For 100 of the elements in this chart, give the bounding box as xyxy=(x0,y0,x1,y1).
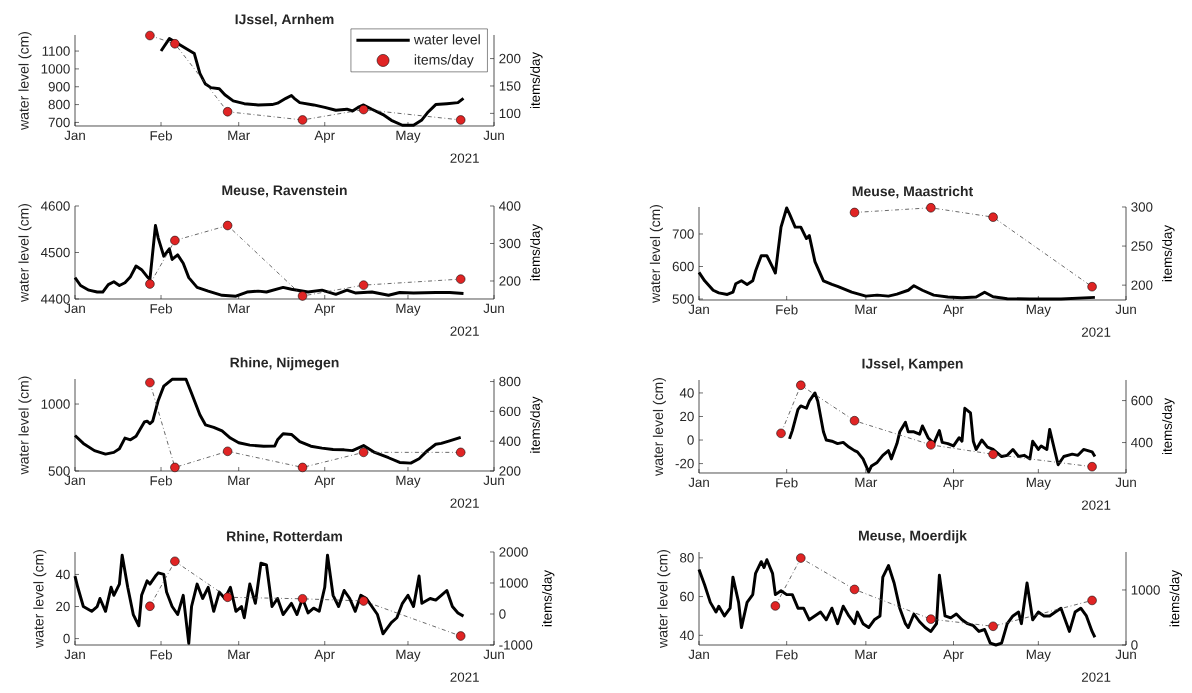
x-tick-label: Jan xyxy=(64,303,85,314)
point xyxy=(170,462,180,473)
x-tick-label: Mar xyxy=(228,475,250,486)
y2-tick-label: 300 xyxy=(1131,202,1153,212)
point xyxy=(145,30,155,41)
y2-tick-label: 0 xyxy=(1131,640,1138,650)
y-tick-label: 1100 xyxy=(42,46,70,56)
y-tick-label: 40 xyxy=(679,630,694,641)
chart-title: Meuse, Ravenstein xyxy=(222,184,347,198)
x-tick-label: Apr xyxy=(943,649,964,662)
x-tick-label: Feb xyxy=(150,130,172,141)
x-tick-label: Feb xyxy=(150,475,172,486)
y2-tick-label: 250 xyxy=(1131,241,1153,251)
x-tick-label: Jun xyxy=(483,130,504,140)
point xyxy=(358,447,369,458)
y2-tick-label: 150 xyxy=(499,81,521,91)
y-tick-label: 4500 xyxy=(40,247,70,258)
point xyxy=(776,428,786,438)
x-tick-label: May xyxy=(396,475,421,488)
x-tick-label: Apr xyxy=(314,130,335,143)
x-tick-label: May xyxy=(396,303,421,316)
y2-axis-title: items/day xyxy=(530,51,543,109)
x-tick-label: Jun xyxy=(483,303,504,314)
y2-tick-label: 400 xyxy=(1131,437,1153,448)
y-tick-label: 500 xyxy=(672,294,694,304)
text: 2021 xyxy=(450,498,479,508)
y2-axis-title: items/day xyxy=(530,396,543,453)
y-tick-label: 40 xyxy=(55,569,70,580)
point xyxy=(222,220,233,231)
y-tick-label: 600 xyxy=(672,261,694,272)
y2-tick-label: 1000 xyxy=(499,578,528,588)
y-tick-label: 0 xyxy=(63,633,70,644)
x-tick-label: Jan xyxy=(688,649,709,660)
point xyxy=(170,556,180,566)
x-tick-label: Apr xyxy=(943,304,964,317)
x-tick-label: Mar xyxy=(855,477,878,488)
x-tick-label: May xyxy=(1026,477,1051,490)
x-tick-label: Jun xyxy=(1115,477,1136,488)
x-tick-label: Apr xyxy=(314,303,335,316)
point xyxy=(297,115,308,125)
point xyxy=(796,553,806,563)
chart-title: Meuse, Moerdijk xyxy=(858,530,967,544)
point xyxy=(1087,595,1097,606)
y-tick-label: 4600 xyxy=(40,201,70,211)
point xyxy=(145,601,155,611)
point xyxy=(796,380,806,390)
y-tick-label: 80 xyxy=(680,553,694,563)
text: 2021 xyxy=(1081,327,1111,337)
y-axis-title: water level (cm) xyxy=(657,550,671,648)
legend-label: water level xyxy=(413,34,480,45)
point xyxy=(1087,282,1097,292)
point xyxy=(456,447,466,458)
y-tick-label: 20 xyxy=(56,601,70,612)
text: 2021 xyxy=(450,672,479,682)
point xyxy=(770,601,781,611)
y-axis-title: water level (cm) xyxy=(652,378,666,476)
y2-tick-label: 800 xyxy=(499,376,521,387)
point xyxy=(170,235,180,246)
point xyxy=(849,584,860,595)
x-tick-label: Feb xyxy=(776,304,798,315)
text: 2021 xyxy=(450,326,479,336)
point xyxy=(358,280,369,290)
x-tick-label: May xyxy=(1026,304,1051,317)
y2-axis-title: items/day xyxy=(1162,224,1175,282)
y-axis-title: water level (cm) xyxy=(18,376,32,475)
point xyxy=(358,104,369,115)
x-tick-label: May xyxy=(1026,649,1051,662)
point xyxy=(988,449,998,459)
x-tick-label: Jan xyxy=(688,304,709,315)
y2-tick-label: 200 xyxy=(499,53,521,64)
y2-tick-label: 300 xyxy=(499,238,521,249)
x-tick-label: Jan xyxy=(688,477,709,488)
y2-tick-label: 0 xyxy=(499,609,506,619)
point xyxy=(1087,462,1097,472)
line-series xyxy=(73,553,465,645)
y-tick-label: 4400 xyxy=(40,294,70,304)
y-tick-label: 1000 xyxy=(41,64,70,74)
y-tick-label: 20 xyxy=(680,411,694,422)
y2-tick-label: 100 xyxy=(499,108,521,119)
point xyxy=(849,207,860,218)
y2-tick-label: -1000 xyxy=(499,640,533,650)
point xyxy=(988,212,998,222)
x-tick-label: Jan xyxy=(64,649,85,660)
point xyxy=(297,594,308,604)
y-tick-label: 500 xyxy=(48,466,70,476)
y2-tick-label: 200 xyxy=(499,276,521,286)
x-tick-label: Jan xyxy=(64,130,85,140)
point xyxy=(222,107,233,117)
y-tick-label: 60 xyxy=(680,591,694,602)
x-tick-label: Mar xyxy=(855,304,878,315)
x-tick-label: Mar xyxy=(228,303,250,314)
point xyxy=(926,614,936,624)
chart-title: IJssel, Arnhem xyxy=(235,13,334,27)
y-tick-label: 700 xyxy=(48,117,70,128)
point xyxy=(988,621,998,631)
y2-tick-label: 600 xyxy=(499,406,521,417)
y-tick-label: -20 xyxy=(675,458,694,469)
point xyxy=(456,115,466,125)
x-tick-label: May xyxy=(396,130,421,143)
point xyxy=(222,592,233,602)
